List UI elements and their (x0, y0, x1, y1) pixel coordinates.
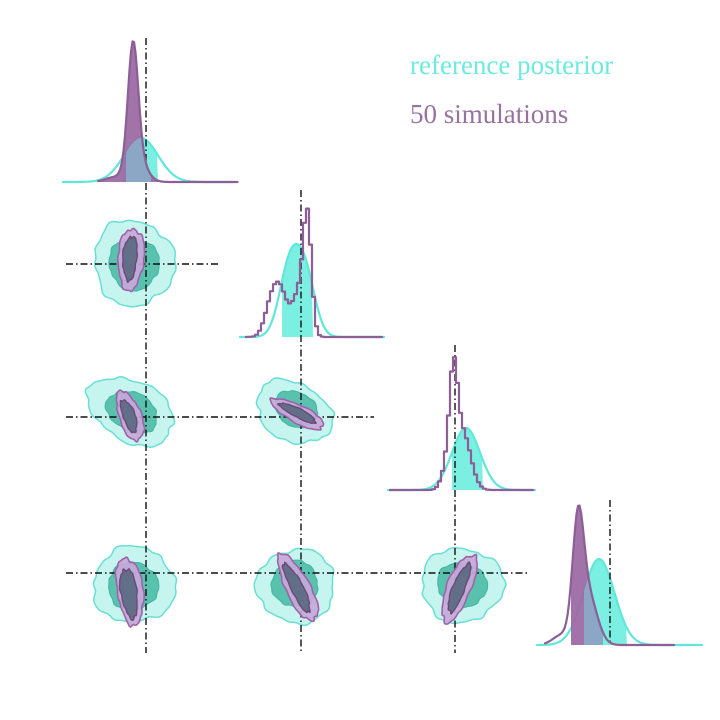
legend-reference-posterior: reference posterior (410, 50, 614, 80)
legend-50-simulations: 50 simulations (410, 99, 569, 129)
